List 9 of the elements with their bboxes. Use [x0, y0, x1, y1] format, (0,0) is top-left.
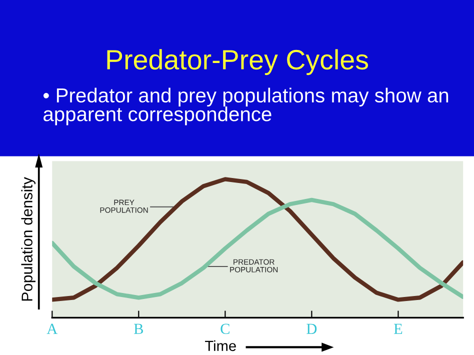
x-tick-label: B [134, 324, 144, 334]
x-tick-label: C [220, 324, 230, 334]
x-tick-label: E [394, 324, 402, 334]
x-axis-title: Time [205, 340, 236, 352]
y-axis-title: Population density [21, 177, 36, 301]
x-tick-label: D [306, 324, 317, 334]
chart-title: Predator-Prey Cycles [107, 49, 368, 76]
chart-subtitle: • Predator and prey populations may show an apparent correspondence [43, 88, 448, 126]
x-tick-label: A [46, 324, 58, 334]
